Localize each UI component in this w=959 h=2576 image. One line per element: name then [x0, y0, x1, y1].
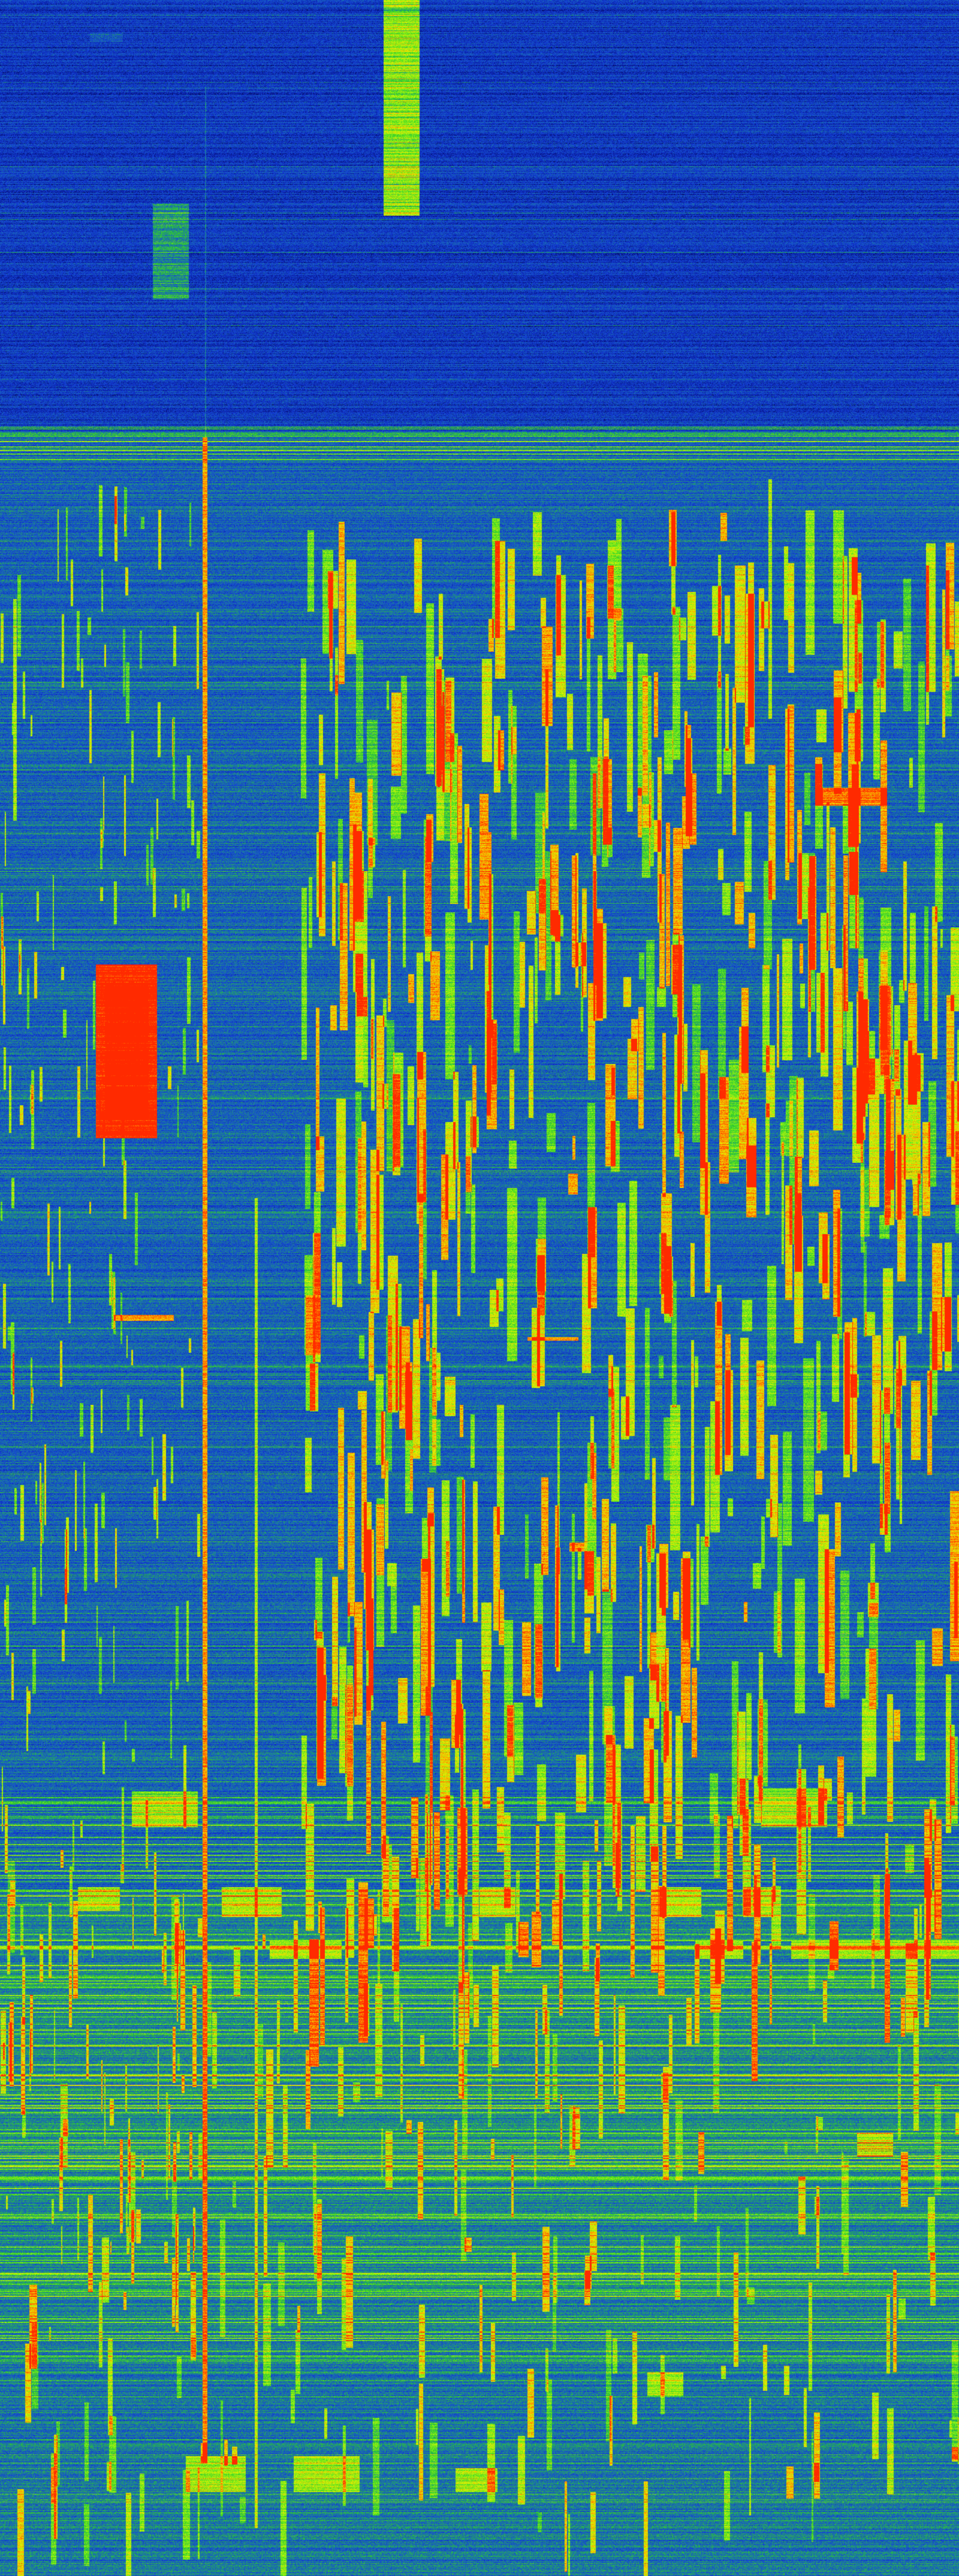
spectrogram-waterfall — [0, 0, 959, 2576]
